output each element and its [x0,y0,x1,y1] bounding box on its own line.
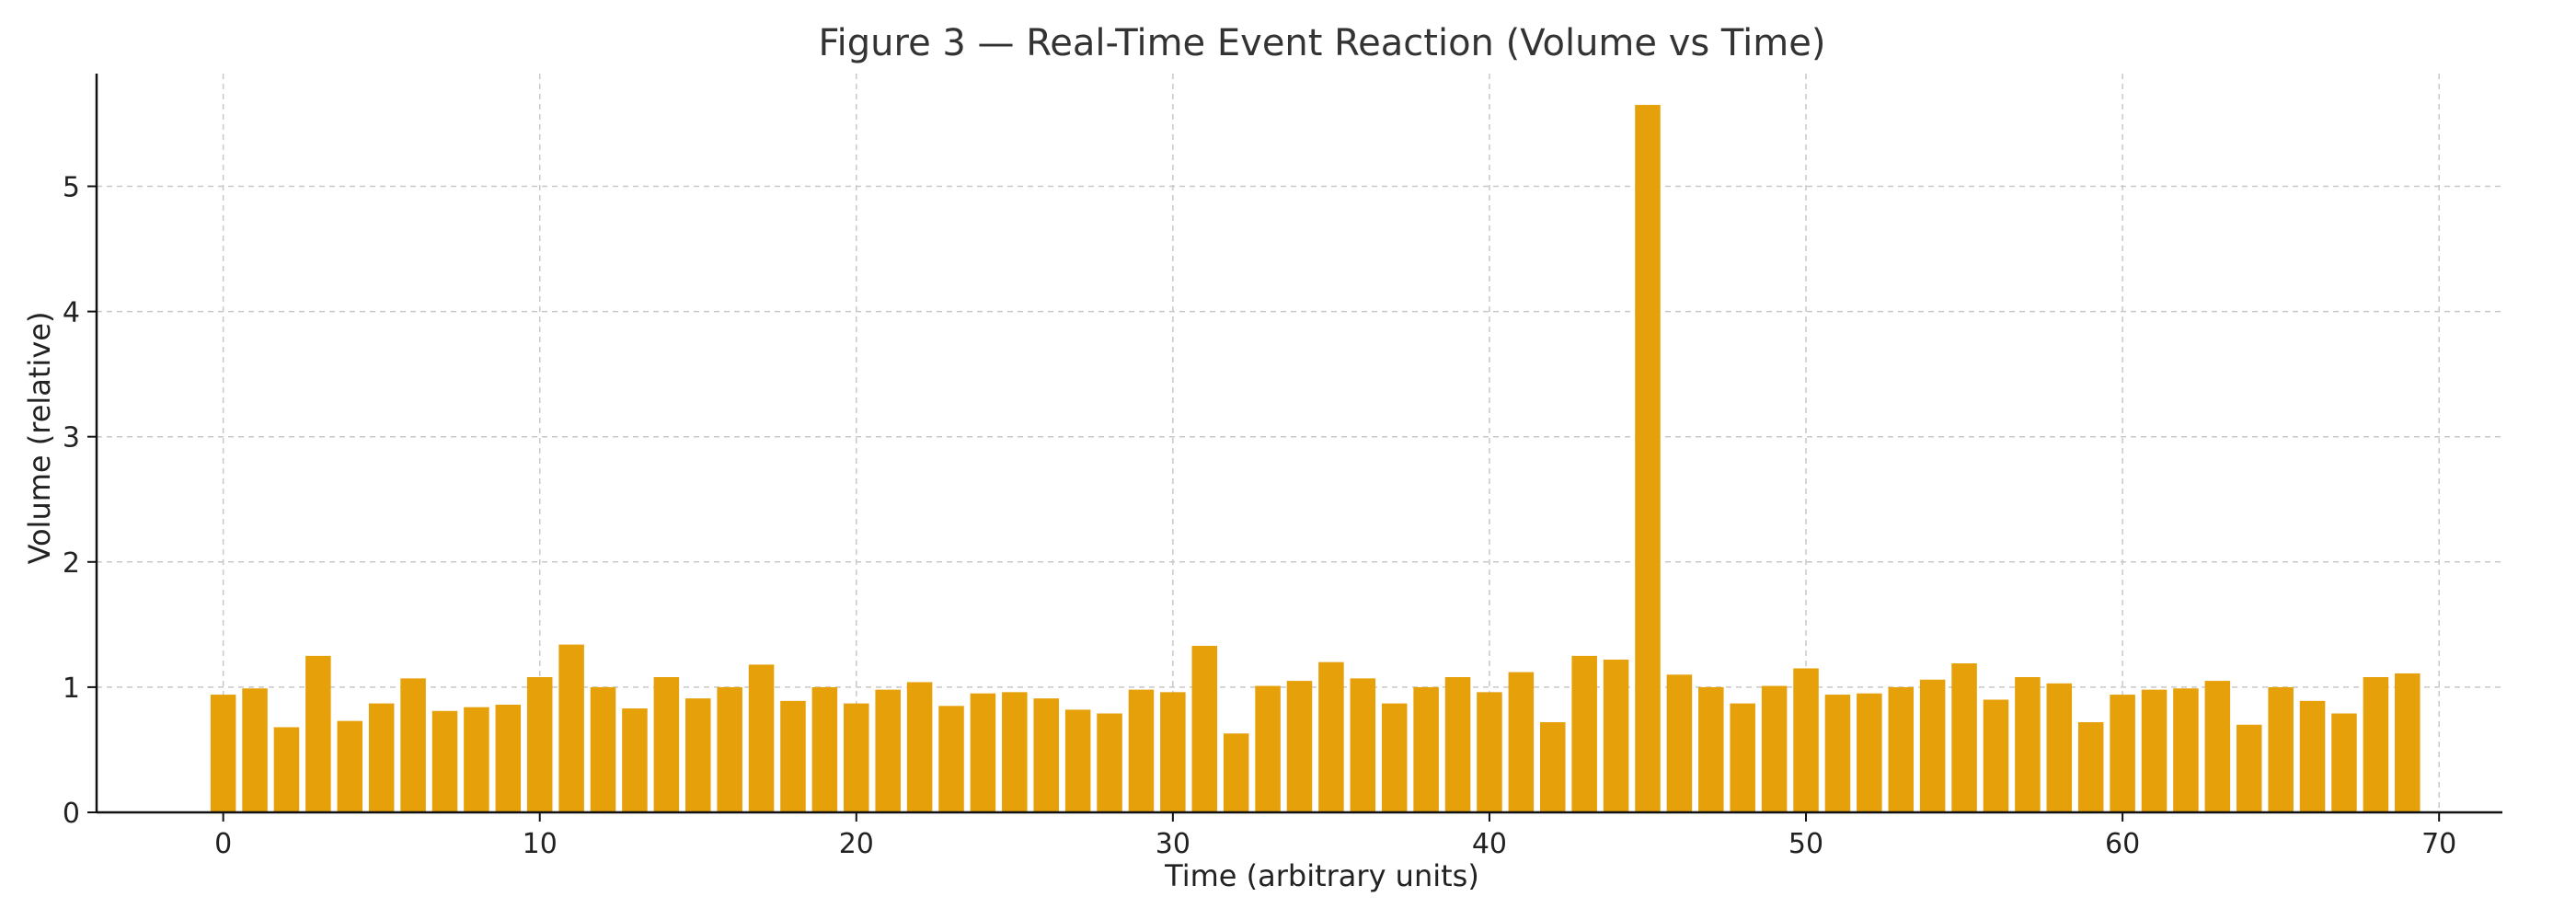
bar [273,727,300,812]
bar [2015,677,2041,812]
bar [2046,683,2073,812]
x-tick-label: 30 [1156,828,1190,860]
y-ticks: 0 1 2 3 4 5 [63,171,97,830]
bar [780,700,806,812]
axes [95,74,2502,814]
bar [1160,692,1186,812]
bar [2110,695,2135,812]
bar [210,695,236,812]
bar [1477,692,1502,812]
bar [1793,668,1819,812]
bar [337,720,363,812]
bar [1824,695,1851,812]
bar [684,698,711,812]
bar [1350,678,1376,812]
bar [970,693,996,812]
x-tick-label: 40 [1472,828,1507,860]
y-tick-label: 1 [63,673,80,705]
bar [2395,673,2421,812]
bar [1381,703,1408,812]
bar [1888,686,1915,812]
bar [242,688,268,812]
bar [1318,661,1344,812]
bar [1508,672,1535,812]
x-ticks: 0 10 20 30 40 50 60 70 [214,812,2456,860]
bar [1223,733,1249,812]
x-tick-label: 70 [2421,828,2456,860]
bar [2236,724,2262,812]
bar [1635,105,1661,813]
bar [464,707,489,812]
bar [811,686,838,812]
bar [368,703,395,812]
bar [875,689,901,812]
bar [622,708,648,812]
bar [1002,692,1028,812]
grid [97,74,2502,812]
x-tick-label: 20 [839,828,874,860]
bar [1444,677,1471,812]
bar [1857,693,1882,812]
bar [1571,655,1597,812]
bar [844,703,869,812]
bar [1666,674,1693,812]
x-tick-label: 10 [523,828,558,860]
bar [1413,686,1439,812]
bar [2363,677,2389,812]
chart-title: Figure 3 — Real-Time Event Reaction (Vol… [819,22,1826,64]
bar [1919,679,1946,812]
bar [1033,698,1059,812]
bar [906,682,933,812]
bar [1951,663,1977,812]
bar [305,655,331,812]
bar [1540,722,1566,812]
bar [431,710,458,812]
bar [558,644,584,812]
bar [1983,699,2009,812]
x-axis-label: Time (arbitrary units) [1164,858,1479,893]
bar [717,686,742,812]
bar [2141,689,2168,812]
x-tick-label: 60 [2105,828,2140,860]
y-tick-label: 2 [63,547,80,580]
y-tick-label: 5 [63,171,80,203]
bar [2077,722,2104,812]
bar [1603,659,1629,812]
bar [400,678,426,812]
bar [1097,713,1122,812]
bar [1698,686,1724,812]
bar [748,664,775,812]
bar [526,677,553,812]
bars [210,105,2421,813]
bar [2173,688,2199,812]
bar [2299,700,2326,812]
y-axis-label: Volume (relative) [22,312,57,565]
bar [653,677,680,812]
bar [1730,703,1755,812]
bar [1128,689,1155,812]
bar [1255,685,1281,812]
x-tick-label: 0 [214,828,232,860]
bar [2268,686,2294,812]
bar [1191,645,1218,812]
y-tick-label: 3 [63,422,80,454]
bar [1064,709,1091,812]
bar [938,706,964,812]
bar [495,704,522,812]
bar [1761,685,1788,812]
bar [590,686,616,812]
bar [1286,681,1313,812]
bar [2331,713,2357,812]
y-tick-label: 4 [63,297,80,329]
bar [2204,681,2231,812]
y-tick-label: 0 [63,798,80,830]
x-tick-label: 50 [1788,828,1823,860]
